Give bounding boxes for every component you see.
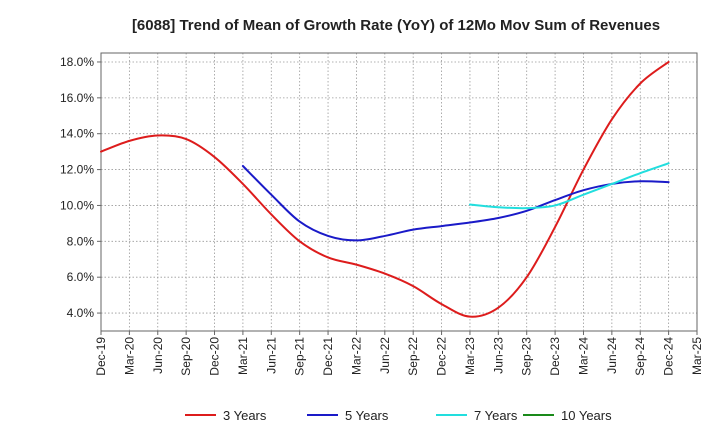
y-tick-label: 4.0% (67, 306, 95, 320)
x-tick-label: Jun-22 (378, 337, 392, 374)
x-tick-label: Jun-23 (491, 337, 505, 374)
x-tick-label: Sep-23 (520, 337, 534, 376)
y-tick-label: 18.0% (60, 55, 94, 69)
y-tick-label: 8.0% (67, 234, 95, 248)
x-tick-label: Mar-23 (463, 337, 477, 375)
x-tick-label: Jun-21 (264, 337, 278, 374)
y-tick-label: 6.0% (67, 270, 95, 284)
x-axis: Dec-19 Mar-20 Jun-20 Sep-20 Dec-20 Mar-21 Jun-… (94, 331, 704, 376)
x-tick-label: Dec-23 (548, 337, 562, 376)
legend-label-7-years: 7 Years (474, 408, 518, 423)
x-tick-label: Dec-19 (94, 337, 108, 376)
series-line-3-years (100, 60, 670, 318)
plot-area (100, 52, 698, 332)
y-tick-label: 14.0% (60, 127, 94, 141)
x-tick-label: Mar-20 (122, 337, 136, 375)
chart-title: [6088] Trend of Mean of Growth Rate (YoY… (132, 17, 660, 34)
series-line-7-years (468, 162, 670, 210)
x-tick-label: Mar-22 (349, 337, 363, 375)
y-tick-label: 16.0% (60, 91, 94, 105)
y-tick-label: 12.0% (60, 163, 94, 177)
x-tick-label: Mar-25 (690, 337, 704, 375)
y-tick-label: 10.0% (60, 198, 94, 212)
x-tick-label: Sep-20 (179, 337, 193, 376)
x-tick-label: Sep-21 (293, 337, 307, 376)
series-group (100, 60, 670, 318)
legend: 3 Years 5 Years 7 Years 10 Years (185, 408, 612, 423)
series-line-5-years (241, 164, 670, 242)
x-tick-label: Sep-24 (633, 337, 647, 376)
legend-label-10-years: 10 Years (561, 408, 612, 423)
x-tick-label: Dec-21 (321, 337, 335, 376)
x-tick-label: Dec-22 (435, 337, 449, 376)
x-tick-label: Sep-22 (406, 337, 420, 376)
x-tick-label: Mar-24 (576, 337, 590, 375)
x-tick-label: Jun-24 (605, 337, 619, 374)
legend-label-3-years: 3 Years (223, 408, 267, 423)
x-tick-label: Dec-20 (208, 337, 222, 376)
x-tick-label: Mar-21 (236, 337, 250, 375)
grid (100, 53, 698, 331)
x-tick-label: Dec-24 (662, 337, 676, 376)
y-axis: 4.0% 6.0% 8.0% 10.0% 12.0% 14.0% 16.0% 18.0% (60, 55, 101, 320)
x-tick-label: Jun-20 (151, 337, 165, 374)
legend-label-5-years: 5 Years (345, 408, 389, 423)
